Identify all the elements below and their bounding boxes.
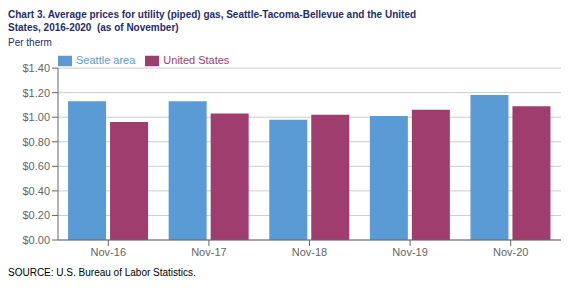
html-text:United States: United States xyxy=(163,54,230,66)
html-text:Seattle area: Seattle area xyxy=(76,54,136,66)
svg-text:Nov-19: Nov-19 xyxy=(392,246,427,258)
svg-text:$0.00: $0.00 xyxy=(22,234,50,246)
svg-text:Nov-18: Nov-18 xyxy=(292,246,327,258)
svg-text:$0.40: $0.40 xyxy=(22,185,50,197)
svg-text:$1.00: $1.00 xyxy=(22,111,50,123)
svg-text:Nov-16: Nov-16 xyxy=(91,246,126,258)
svg-text:$0.20: $0.20 xyxy=(22,209,50,221)
html-text:Per therm: Per therm xyxy=(8,37,52,48)
html-text:States, 2016-2020 (as of Novem: States, 2016-2020 (as of November) xyxy=(8,22,179,33)
svg-text:$1.40: $1.40 xyxy=(22,62,50,74)
svg-text:Nov-20: Nov-20 xyxy=(493,246,528,258)
html-text:Chart 3. Average prices for ut: Chart 3. Average prices for utility (pip… xyxy=(8,9,417,20)
html-text:SOURCE: U.S. Bureau of Labor S: SOURCE: U.S. Bureau of Labor Statistics. xyxy=(8,267,196,278)
svg-text:$0.80: $0.80 xyxy=(22,136,50,148)
svg-text:Nov-17: Nov-17 xyxy=(191,246,226,258)
svg-text:$0.60: $0.60 xyxy=(22,160,50,172)
svg-text:$1.20: $1.20 xyxy=(22,87,50,99)
